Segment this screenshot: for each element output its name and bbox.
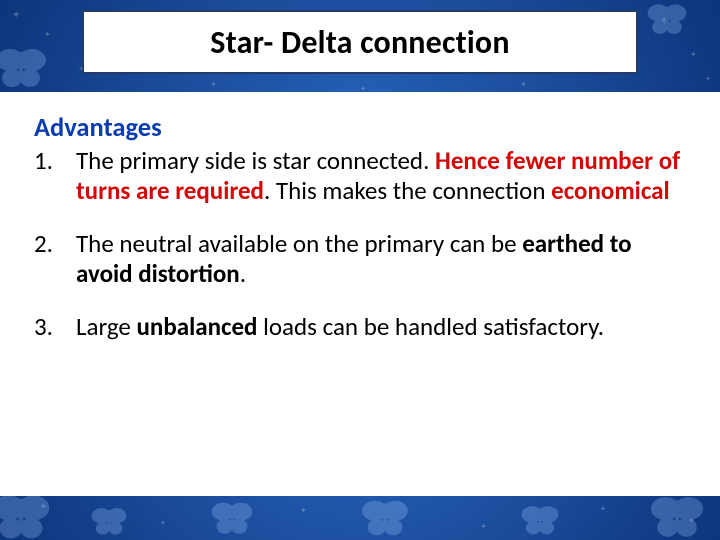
slide-title: Star- Delta connection bbox=[210, 23, 509, 62]
text-run: The neutral available on the primary can… bbox=[76, 228, 522, 259]
text-run-emphasis: economical bbox=[551, 175, 670, 206]
star-icon: ✦ bbox=[688, 516, 695, 526]
butterfly-icon bbox=[360, 498, 410, 540]
text-run: Large bbox=[76, 311, 137, 342]
star-icon: ✦ bbox=[40, 502, 47, 512]
star-icon: ✦ bbox=[360, 84, 366, 92]
star-icon: ✦ bbox=[705, 74, 711, 83]
star-icon: ✦ bbox=[480, 522, 487, 532]
butterfly-icon bbox=[0, 46, 48, 92]
advantages-list: The primary side is star connected. Henc… bbox=[34, 146, 686, 342]
butterfly-icon bbox=[90, 506, 128, 538]
text-run-bold: unbalanced bbox=[137, 311, 258, 342]
star-icon: ✦ bbox=[210, 80, 217, 90]
text-run: . bbox=[240, 258, 246, 289]
slide: ✦ ✦ ✦ ✦ ✦ ✦ ✦ ✦ ✦ S bbox=[0, 0, 720, 540]
butterfly-icon bbox=[648, 496, 706, 540]
content-area: Advantages The primary side is star conn… bbox=[34, 112, 686, 366]
star-icon: ✦ bbox=[690, 50, 697, 60]
title-box: Star- Delta connection bbox=[82, 10, 638, 74]
list-item: The neutral available on the primary can… bbox=[34, 229, 686, 288]
star-icon: ✦ bbox=[660, 14, 668, 27]
star-icon: ✦ bbox=[160, 518, 166, 527]
butterfly-icon bbox=[520, 504, 560, 538]
section-heading: Advantages bbox=[34, 112, 686, 144]
list-item: The primary side is star connected. Henc… bbox=[34, 146, 686, 205]
butterfly-icon bbox=[210, 500, 254, 538]
butterfly-icon bbox=[0, 496, 52, 540]
text-run: The primary side is star connected. bbox=[76, 145, 435, 176]
star-icon: ✦ bbox=[520, 80, 527, 90]
butterfly-icon bbox=[646, 2, 688, 38]
star-icon: ✦ bbox=[300, 506, 307, 516]
text-run: loads can be handled satisfactory. bbox=[257, 311, 604, 342]
list-item: Large unbalanced loads can be handled sa… bbox=[34, 312, 686, 342]
star-icon: ✦ bbox=[12, 8, 20, 21]
star-icon: ✦ bbox=[600, 504, 606, 513]
text-run: . This makes the connection bbox=[264, 175, 551, 206]
star-icon: ✦ bbox=[44, 30, 51, 40]
bottom-decor-band: ✦ ✦ ✦ ✦ ✦ ✦ bbox=[0, 496, 720, 540]
